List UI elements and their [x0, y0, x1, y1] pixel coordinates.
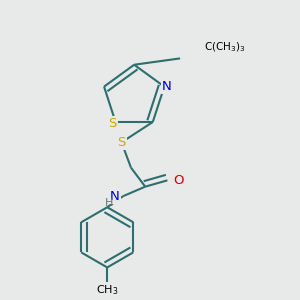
Text: O: O	[173, 174, 184, 187]
Text: H: H	[105, 198, 113, 208]
Text: S: S	[117, 136, 126, 149]
Text: C(CH$_3$)$_3$: C(CH$_3$)$_3$	[204, 40, 245, 54]
Text: S: S	[108, 117, 117, 130]
Text: CH$_3$: CH$_3$	[96, 284, 118, 297]
Text: N: N	[110, 190, 120, 203]
Text: N: N	[162, 80, 172, 93]
